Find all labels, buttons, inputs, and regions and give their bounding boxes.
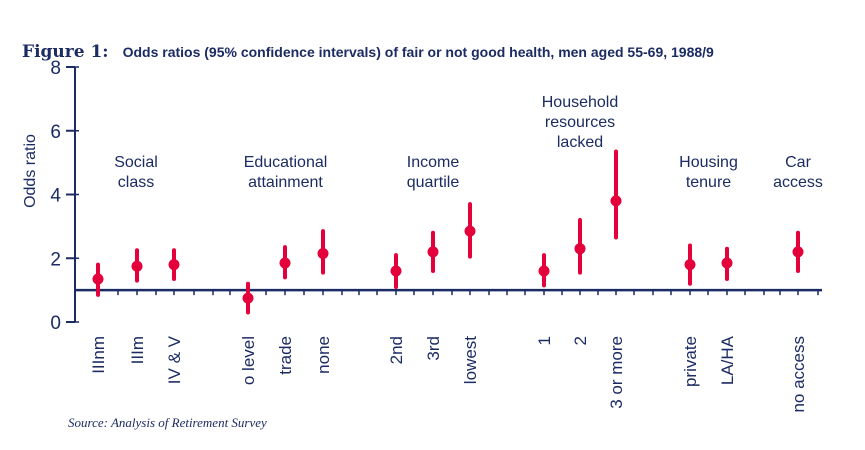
- group-label: Educational: [244, 154, 328, 171]
- figure-label: Figure 1:: [22, 42, 109, 62]
- odds-ratio-point: [610, 195, 622, 207]
- group-label: quartile: [407, 174, 460, 191]
- odds-ratio-point: [792, 246, 804, 258]
- category-label: no access: [789, 336, 808, 413]
- group-label: resources: [545, 114, 615, 131]
- category-label: 1: [535, 336, 554, 345]
- odds-ratio-point: [92, 273, 104, 285]
- group-label: tenure: [686, 174, 731, 191]
- odds-ratio-point: [574, 243, 586, 255]
- source-note: Source: Analysis of Retirement Survey: [68, 415, 267, 430]
- odds-ratio-point: [464, 225, 476, 237]
- group-label: class: [118, 174, 154, 191]
- odds-ratio-point: [279, 257, 291, 269]
- y-tick-label: 0: [50, 313, 61, 334]
- group-label: Housing: [679, 154, 738, 171]
- category-label: 2: [571, 336, 590, 345]
- y-axis-title: Odds ratio: [22, 134, 39, 208]
- group-label: Car: [785, 154, 811, 171]
- odds-ratio-point: [390, 265, 402, 277]
- odds-ratio-point: [684, 259, 696, 271]
- group-label: access: [773, 174, 823, 191]
- odds-ratio-point: [242, 292, 254, 304]
- y-tick-label: 8: [50, 58, 61, 79]
- group-label: Social: [114, 154, 158, 171]
- odds-ratio-point: [427, 246, 439, 258]
- category-label: 2nd: [387, 336, 406, 364]
- category-label: none: [314, 336, 333, 374]
- category-label: private: [681, 336, 700, 387]
- odds-ratio-point: [538, 265, 550, 277]
- group-label: Income: [407, 154, 460, 171]
- group-label: attainment: [248, 174, 323, 191]
- category-label: IV & V: [165, 335, 184, 384]
- category-label: IIInm: [89, 336, 108, 374]
- category-label: 3rd: [424, 336, 443, 361]
- odds-ratio-point: [131, 260, 143, 272]
- figure-title: Figure 1: Odds ratios (95% confidence in…: [22, 28, 714, 65]
- odds-ratio-point: [168, 259, 180, 271]
- category-label: lowest: [461, 336, 480, 384]
- category-label: IIIm: [128, 336, 147, 364]
- odds-ratio-point: [317, 247, 329, 259]
- category-label: trade: [276, 336, 295, 375]
- category-label: 3 or more: [607, 336, 626, 409]
- category-label: o level: [239, 336, 258, 385]
- figure-caption: Odds ratios (95% confidence intervals) o…: [122, 44, 714, 60]
- group-label: Household: [542, 94, 619, 111]
- group-label: lacked: [557, 134, 603, 151]
- y-tick-label: 6: [50, 122, 61, 143]
- category-label: LA/HA: [718, 335, 737, 385]
- odds-ratio-point: [721, 257, 733, 269]
- y-tick-label: 4: [50, 186, 61, 207]
- y-tick-label: 2: [50, 249, 61, 270]
